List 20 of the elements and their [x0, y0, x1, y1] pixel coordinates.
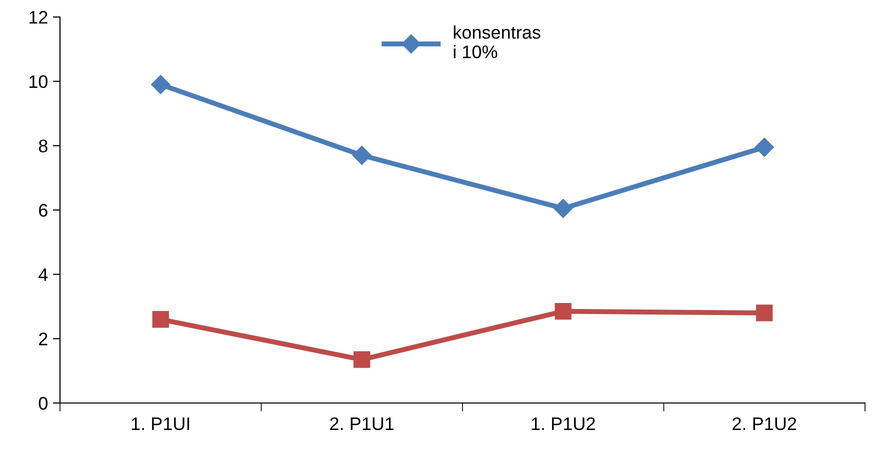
y-tick-label: 12	[29, 10, 48, 24]
point	[554, 302, 572, 320]
y-tick-label: 0	[38, 396, 48, 410]
y-tick-label: 6	[39, 204, 48, 217]
x-tick-label: 1. P1UI	[132, 418, 190, 430]
y-tick-label: 8	[38, 140, 48, 152]
y-tick-label: 4	[38, 268, 48, 281]
point	[352, 146, 372, 165]
x-tick-label: 2. P1U1	[330, 417, 394, 430]
point	[754, 138, 774, 157]
y-tick-label: 2	[39, 332, 48, 346]
point	[354, 351, 370, 368]
y-tick-label: 10	[29, 75, 48, 88]
x-tick-label: 2. P1U2	[732, 417, 796, 430]
x-tick-label: 1. P1U2	[532, 417, 595, 430]
point	[756, 304, 773, 322]
point	[152, 311, 169, 328]
point	[151, 75, 170, 94]
legend-label: konsentras i 10%	[454, 26, 540, 58]
point	[554, 198, 573, 218]
